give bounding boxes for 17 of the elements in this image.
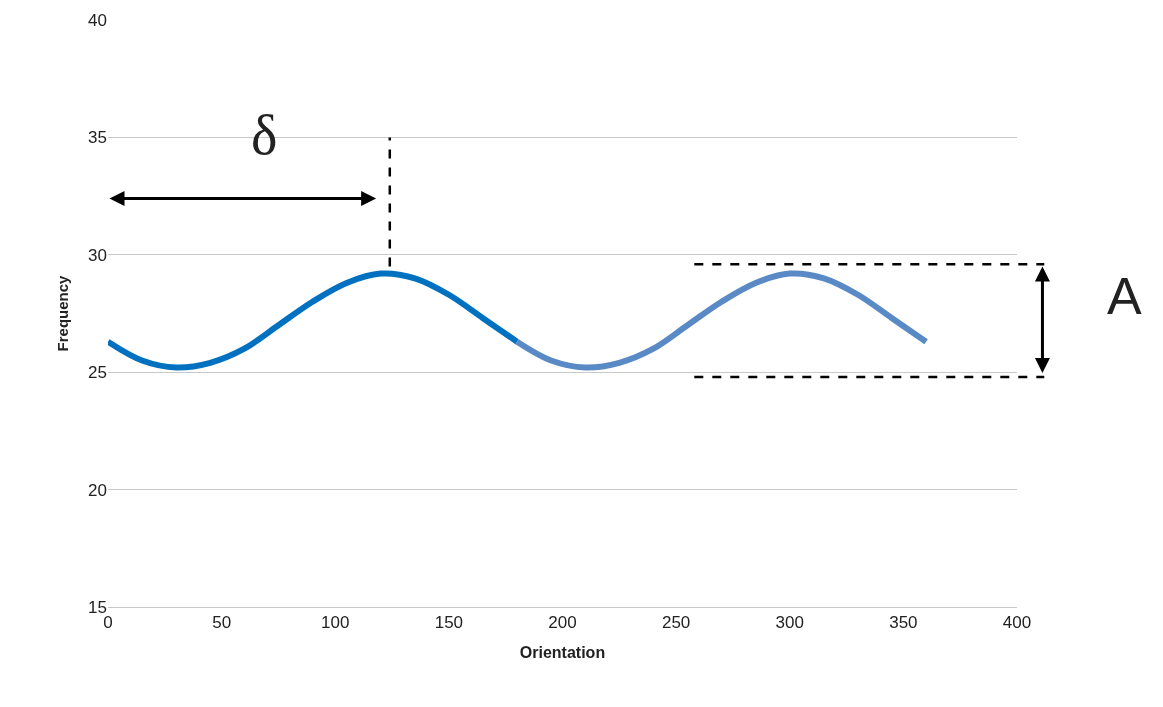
- x-tick-label: 150: [434, 613, 464, 633]
- x-tick-label: 250: [661, 613, 691, 633]
- x-tick-label: 300: [775, 613, 804, 633]
- x-tick-label: 200: [548, 613, 577, 633]
- text: A: [1107, 267, 1142, 325]
- y-tick-label: 20: [88, 480, 107, 500]
- y-tick-label: 35: [88, 128, 107, 148]
- annotation: δ: [251, 104, 278, 166]
- y-tick-label: 25: [88, 363, 107, 383]
- x-axis-title: Orientation: [519, 644, 606, 662]
- y-tick-label: 40: [88, 10, 107, 30]
- x-tick-label: 350: [889, 613, 918, 633]
- x-tick-label: 50: [212, 613, 232, 633]
- x-tick-label: 100: [321, 613, 350, 633]
- x-tick-label: 400: [1002, 613, 1032, 633]
- y-axis-title: Frequency: [54, 274, 72, 352]
- y-tick-label: 30: [88, 245, 107, 265]
